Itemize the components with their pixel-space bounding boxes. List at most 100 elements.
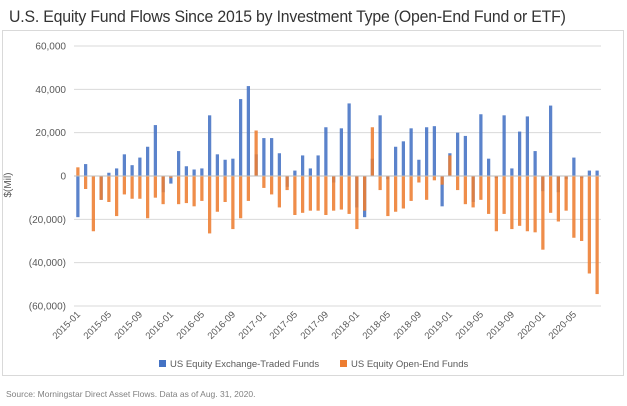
etf-bar: [277, 153, 281, 176]
open-end-bar: [580, 176, 584, 241]
open-end-bar: [370, 127, 374, 176]
etf-bar: [208, 115, 212, 176]
open-end-bar: [239, 176, 243, 219]
open-end-bar: [308, 176, 312, 211]
etf-bar: [146, 146, 150, 176]
open-end-bar: [394, 176, 398, 212]
etf-bar: [246, 86, 250, 176]
open-end-bar: [246, 176, 250, 201]
etf-bar: [223, 159, 227, 176]
open-end-bar: [169, 176, 173, 179]
open-end-bar: [541, 176, 545, 250]
etf-bar: [122, 154, 126, 176]
open-end-bar: [339, 176, 343, 210]
etf-bar: [479, 114, 483, 176]
etf-bar: [518, 131, 522, 176]
open-end-bar: [425, 176, 429, 200]
open-end-bar: [84, 176, 88, 189]
open-end-bar: [293, 176, 297, 215]
etf-bar: [432, 126, 436, 176]
y-tick-label: 40,000: [35, 85, 66, 96]
open-end-bar: [177, 176, 181, 205]
etf-bar: [378, 115, 382, 176]
etf-bar: [324, 127, 328, 176]
open-end-bar: [130, 176, 134, 199]
etf-bar: [301, 155, 305, 176]
legend-etf: US Equity Exchange-Traded Funds: [159, 359, 319, 370]
open-end-bar: [115, 176, 119, 217]
open-end-bar: [549, 176, 553, 213]
chart-title: U.S. Equity Fund Flows Since 2015 by Inv…: [9, 8, 566, 26]
x-tick-label: 2020-05: [547, 309, 579, 341]
open-end-bar: [146, 176, 150, 219]
open-end-bar: [587, 176, 591, 274]
etf-bar: [549, 105, 553, 176]
open-end-bar: [270, 176, 274, 195]
etf-bar: [510, 168, 514, 176]
chart-frame: [2, 30, 624, 376]
x-tick-label: 2016-09: [206, 309, 238, 341]
open-end-bar: [107, 176, 111, 202]
etf-bar: [502, 115, 506, 176]
etf-bar: [595, 170, 599, 176]
open-end-bar: [533, 176, 537, 233]
open-end-bar: [76, 167, 80, 176]
open-end-bar: [200, 176, 204, 201]
y-axis-ticks: 60,000 40,000 20,000 0 (20,000) (40,000) (60,0…: [29, 42, 67, 313]
etf-bar: [409, 128, 413, 176]
open-end-bar: [471, 176, 475, 208]
open-end-bar: [432, 176, 436, 181]
etf-bar: [107, 172, 111, 176]
open-end-bar: [153, 176, 157, 198]
etf-bar: [231, 158, 235, 176]
etf-bar: [417, 159, 421, 176]
etf-bar: [316, 155, 320, 176]
y-tick-label: (40,000): [29, 258, 66, 269]
open-end-bar: [456, 176, 460, 191]
etf-bar: [440, 176, 444, 207]
etf-bar: [525, 116, 529, 176]
etf-bar: [308, 168, 312, 176]
etf-bar: [425, 127, 429, 176]
open-end-bar: [510, 176, 514, 230]
open-end-bar: [487, 176, 491, 214]
y-tick-label: 0: [60, 172, 66, 183]
open-end-bar: [479, 176, 483, 200]
open-end-bar: [556, 176, 560, 222]
open-end-bar: [208, 176, 212, 234]
open-end-bar: [91, 176, 95, 232]
open-end-bar: [448, 155, 452, 176]
etf-bar: [153, 125, 157, 176]
open-end-bar: [99, 176, 103, 200]
open-end-bar: [440, 176, 444, 185]
open-end-bar: [223, 176, 227, 202]
open-end-bar: [254, 130, 258, 176]
etf-bar: [115, 168, 119, 176]
x-tick-label: 2019-01: [423, 309, 455, 341]
open-end-bar: [525, 176, 529, 232]
legend-open-end-swatch: [340, 360, 347, 367]
open-end-bar: [378, 176, 382, 191]
etf-bar: [84, 164, 88, 176]
y-axis-label: $(Mil): [3, 173, 14, 198]
x-tick-label: 2017-01: [237, 309, 269, 341]
etf-bar: [456, 132, 460, 176]
etf-bar: [239, 99, 243, 176]
open-end-bar: [231, 176, 235, 230]
etf-bar: [270, 138, 274, 176]
x-tick-label: 2017-05: [268, 309, 300, 341]
open-end-bar: [277, 176, 281, 208]
open-end-bar: [409, 176, 413, 201]
etf-bar: [130, 165, 134, 176]
open-end-bar: [386, 176, 390, 217]
x-tick-label: 2015-09: [113, 309, 145, 341]
open-end-bar: [355, 176, 359, 230]
source-note: Source: Morningstar Direct Asset Flows. …: [6, 389, 256, 399]
etf-bar: [587, 170, 591, 176]
open-end-bar: [316, 176, 320, 211]
gridlines: [74, 45, 601, 307]
etf-bar: [401, 141, 405, 176]
open-end-bar: [184, 176, 188, 204]
open-end-bar: [161, 176, 165, 205]
